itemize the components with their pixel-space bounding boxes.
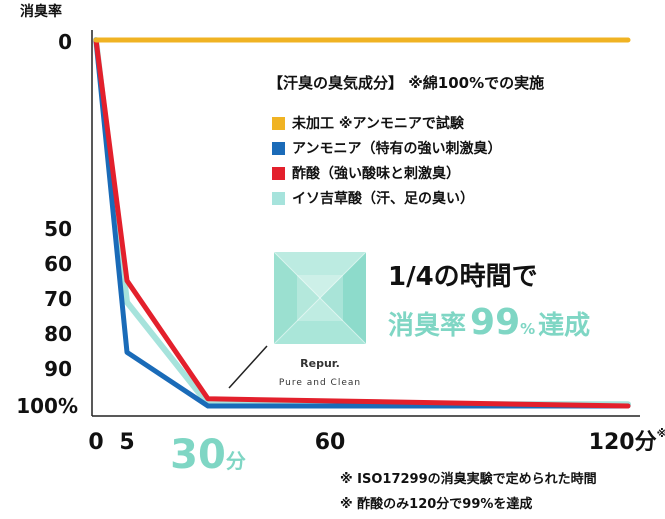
legend-swatch-3 xyxy=(272,192,285,205)
footnote-2: ※ 酢酸のみ120分で99%を達成 xyxy=(340,496,532,512)
logo-tagline: Pure and Clean xyxy=(279,378,361,388)
y-tick-50: 50 xyxy=(44,217,72,241)
legend-title: 【汗臭の臭気成分】 ※綿100%での実施 xyxy=(268,74,544,92)
annotation-percent: % xyxy=(520,320,535,338)
annotation-prefix: 消臭率 xyxy=(388,310,466,341)
series-2-point-1 xyxy=(125,279,129,283)
x-tick-120: 120分※ xyxy=(589,427,665,455)
legend-swatch-1 xyxy=(272,142,285,155)
y-tick-labels: 0 50 60 70 80 90 100% xyxy=(16,30,78,418)
x-tick-30: 30分 xyxy=(170,432,246,478)
series-1-point-2 xyxy=(206,404,210,408)
annotation-line1: 1/4の時間で xyxy=(388,262,538,292)
y-tick-80: 80 xyxy=(44,322,72,346)
y-tick-100: 100% xyxy=(16,394,78,418)
y-axis-title: 消臭率 xyxy=(20,3,62,20)
legend-swatch-0 xyxy=(272,117,285,130)
legend: 【汗臭の臭気成分】 ※綿100%での実施 未加工 ※アンモニアで試験アンモニア（… xyxy=(268,74,544,207)
x-tick-5: 5 xyxy=(119,430,134,455)
annotation-number: 99 xyxy=(470,302,520,343)
series-0-point-1 xyxy=(626,38,630,42)
series-line-1 xyxy=(93,37,631,409)
x-tick-0: 0 xyxy=(88,430,103,455)
callout-pointer xyxy=(228,345,268,389)
y-tick-60: 60 xyxy=(44,252,72,276)
series-3-point-1 xyxy=(125,300,129,304)
footnote-1: ※ ISO17299の消臭実験で定められた時間 xyxy=(340,471,597,487)
series-line-2 xyxy=(93,37,631,409)
series-2-point-2 xyxy=(206,397,210,401)
legend-label-2: 酢酸（強い酸味と刺激臭） xyxy=(292,165,460,182)
series-1-point-1 xyxy=(125,350,129,354)
legend-label-1: アンモニア（特有の強い刺激臭） xyxy=(292,140,501,157)
x-tick-60: 60 xyxy=(315,430,346,455)
series-layer xyxy=(93,37,631,409)
series-2-point-3 xyxy=(626,404,630,408)
y-tick-90: 90 xyxy=(44,357,72,381)
legend-swatch-2 xyxy=(272,167,285,180)
logo-mark xyxy=(273,251,367,345)
annotation-line2: 消臭率 99% 達成 xyxy=(388,302,590,343)
x-tick-labels: 05 30分 60 120分※ xyxy=(88,427,665,478)
annotation-suffix: 達成 xyxy=(538,311,590,341)
legend-label-3: イソ吉草酸（汗、足の臭い） xyxy=(292,190,474,207)
series-0-point-0 xyxy=(94,38,98,42)
y-tick-70: 70 xyxy=(44,287,72,311)
y-tick-0: 0 xyxy=(58,30,72,54)
logo-name: Repur. xyxy=(300,357,340,370)
legend-label-0: 未加工 ※アンモニアで試験 xyxy=(292,115,465,132)
repur-logo: Repur. Pure and Clean xyxy=(273,251,367,388)
